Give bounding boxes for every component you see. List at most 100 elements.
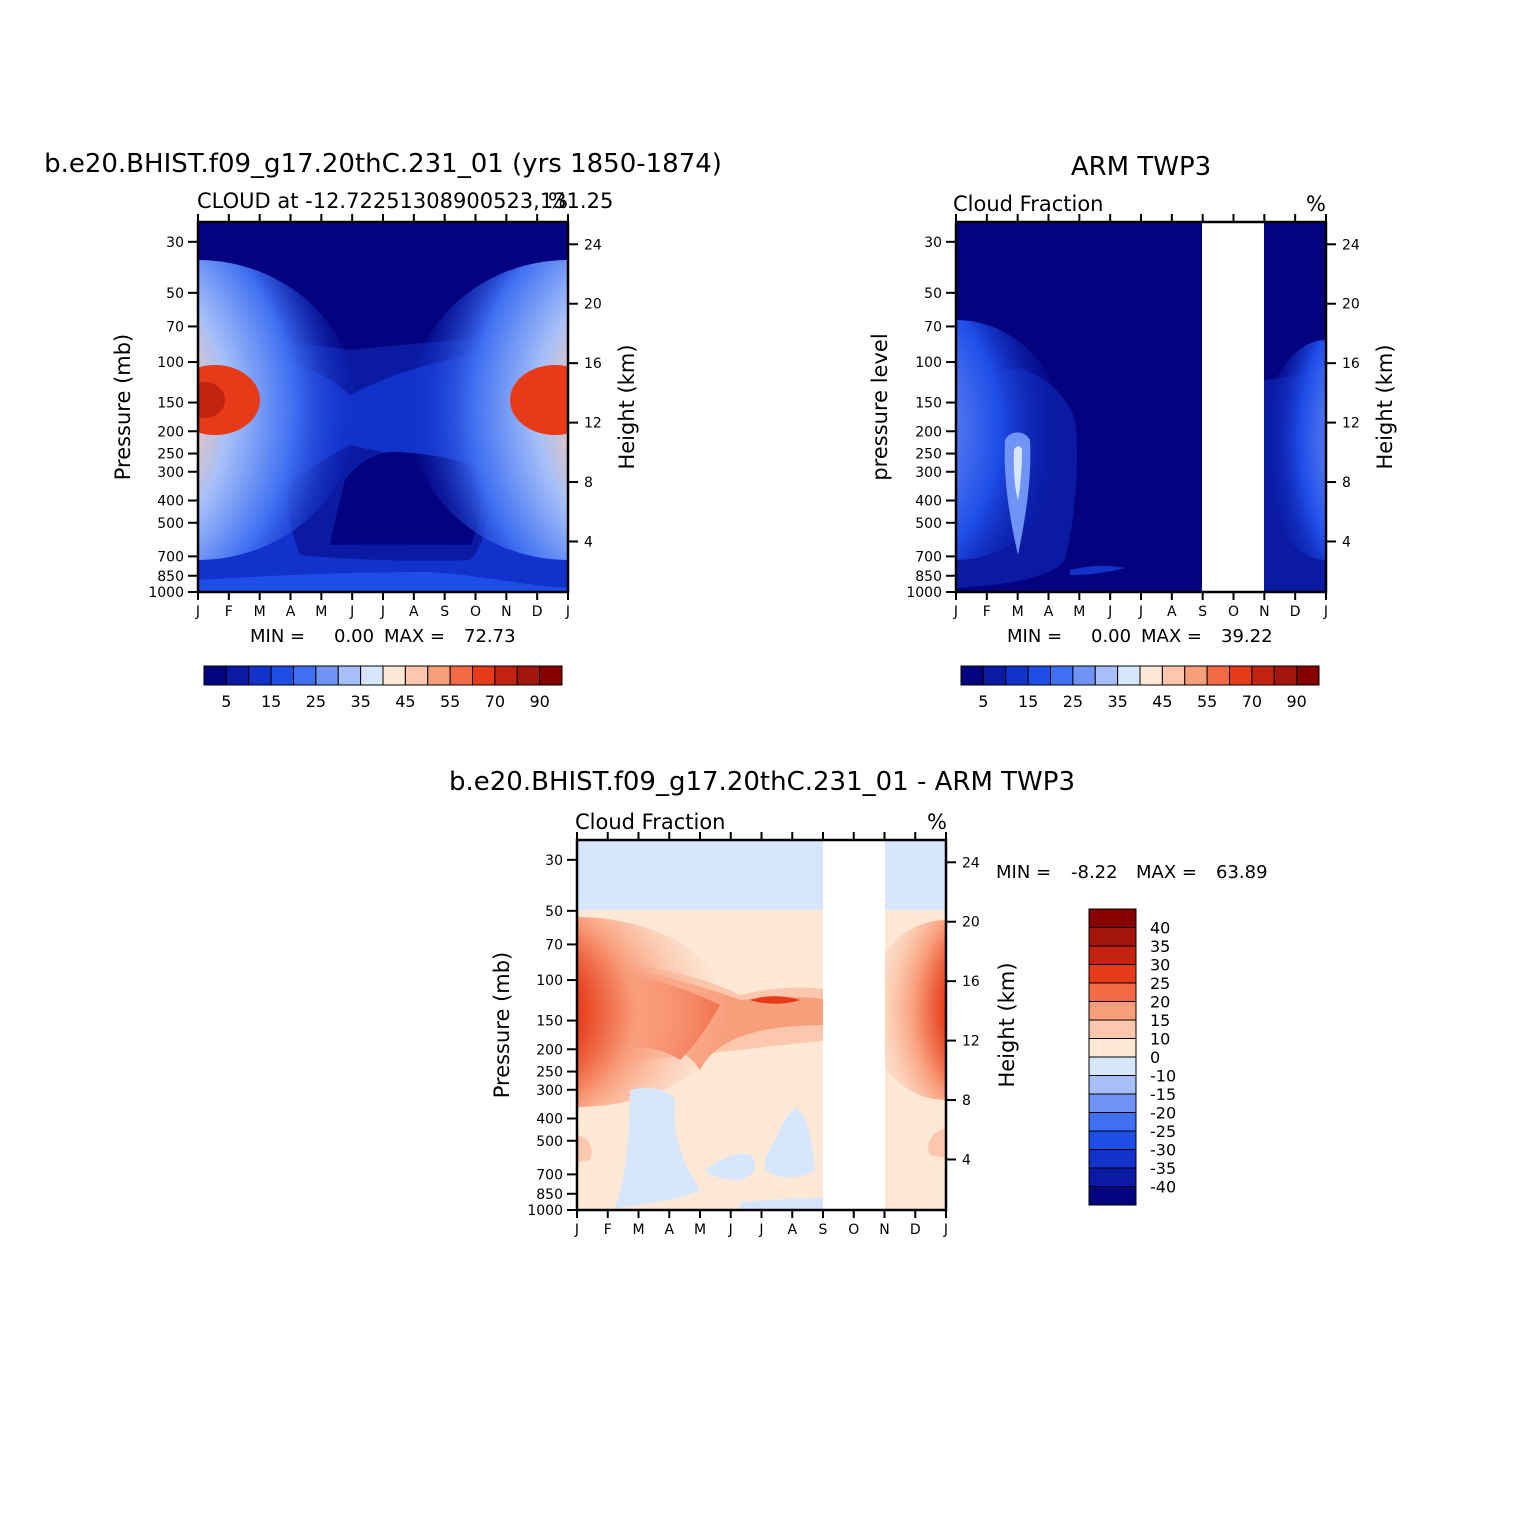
x-tick-label: O [1228, 604, 1239, 620]
colorbar-label: 45 [1152, 692, 1172, 711]
colorbar-label: -40 [1150, 1178, 1176, 1197]
colorbar-swatch [1088, 908, 1137, 928]
right-tick-label: 4 [584, 534, 593, 550]
y-tick-label: 30 [545, 853, 563, 869]
right-tick-label: 20 [584, 297, 602, 313]
panel3-mid-streak [750, 996, 800, 1004]
panel2-missing-data [1202, 222, 1264, 592]
colorbar-swatch [315, 665, 339, 686]
colorbar-swatch [404, 665, 429, 686]
x-tick-label: J [565, 604, 570, 620]
x-tick-label: S [440, 604, 449, 620]
panel1-title: b.e20.BHIST.f09_g17.20thC.231_01 (yrs 18… [44, 149, 722, 179]
panel-model: b.e20.BHIST.f09_g17.20thC.231_01 (yrs 18… [44, 149, 722, 711]
colorbar-label: 90 [529, 692, 549, 711]
colorbar-swatch [1229, 665, 1253, 686]
panel2-ylabel: pressure level [868, 333, 892, 480]
panel3-missing-data [823, 840, 885, 1210]
colorbar-swatch [270, 665, 294, 686]
y-tick-label: 300 [915, 465, 942, 481]
x-tick-label: F [604, 1222, 612, 1238]
y-tick-label: 250 [915, 447, 942, 463]
x-tick-label: O [848, 1222, 859, 1238]
x-tick-label: A [1167, 604, 1177, 620]
x-tick-label: J [380, 604, 385, 620]
panel3-right-edge [928, 1128, 946, 1158]
y-tick-label: 70 [924, 319, 942, 335]
y-tick-label: 400 [157, 493, 184, 509]
panel2-low-streak [1070, 565, 1125, 575]
panel1-subtitle: CLOUD at -12.72251308900523,131.25 [197, 189, 613, 213]
panel2-field [956, 222, 1326, 592]
colorbar-swatch [427, 665, 451, 686]
y-tick-label: 400 [536, 1111, 563, 1127]
colorbar-swatch [1088, 1167, 1137, 1187]
colorbar-label: 15 [1150, 1011, 1170, 1030]
colorbar-label: -30 [1150, 1141, 1176, 1160]
colorbar-swatch [337, 665, 362, 686]
right-tick-label: 8 [962, 1093, 971, 1109]
colorbar-swatch [1296, 665, 1320, 686]
y-tick-label: 1000 [527, 1203, 563, 1219]
panel2-min-value: 0.00 [1091, 626, 1131, 647]
colorbar-label: 45 [395, 692, 415, 711]
y-tick-label: 300 [157, 465, 184, 481]
right-tick-label: 16 [962, 974, 980, 990]
right-tick-label: 16 [1342, 356, 1360, 372]
y-tick-label: 70 [166, 319, 184, 335]
colorbar-swatch [1251, 665, 1275, 686]
x-tick-label: J [574, 1222, 579, 1238]
colorbar-label: 25 [306, 692, 326, 711]
colorbar-swatch [1088, 1130, 1137, 1150]
y-tick-label: 30 [924, 235, 942, 251]
colorbar-label: 35 [350, 692, 370, 711]
x-tick-label: J [195, 604, 200, 620]
x-tick-label: J [349, 604, 354, 620]
colorbar-label: -35 [1150, 1159, 1176, 1178]
colorbar-swatch [539, 665, 563, 686]
colorbar-label: 55 [1197, 692, 1217, 711]
panel1-left-peak [198, 382, 225, 418]
colorbar-label: 70 [485, 692, 505, 711]
y-tick-label: 700 [536, 1167, 563, 1183]
x-tick-label: N [879, 1222, 889, 1238]
y-tick-label: 50 [924, 286, 942, 302]
x-tick-label: S [1198, 604, 1207, 620]
y-tick-label: 150 [157, 396, 184, 412]
colorbar-label: 90 [1286, 692, 1306, 711]
right-tick-label: 4 [1342, 534, 1351, 550]
panel3-neg-patch-b [705, 1153, 756, 1180]
right-tick-label: 12 [1342, 416, 1360, 432]
colorbar-swatch [449, 665, 473, 686]
colorbar-swatch [1088, 1001, 1137, 1021]
y-tick-label: 1000 [148, 585, 184, 601]
panel3-max-value: 63.89 [1216, 862, 1268, 883]
panel3-neg-patch-d [740, 1198, 823, 1210]
right-tick-label: 24 [1342, 237, 1360, 253]
colorbar-swatch [472, 665, 496, 686]
y-tick-label: 70 [545, 937, 563, 953]
colorbar-label: 15 [1018, 692, 1038, 711]
x-tick-label: J [758, 1222, 763, 1238]
panel1-right-core [510, 365, 568, 435]
colorbar-label: 10 [1150, 1030, 1170, 1049]
y-tick-label: 200 [536, 1042, 563, 1058]
y-tick-label: 700 [915, 549, 942, 565]
right-tick-label: 20 [1342, 297, 1360, 313]
colorbar-swatch [1072, 665, 1096, 686]
panel2-max-label: MAX = [1141, 626, 1202, 647]
panel1-left-core [198, 365, 260, 435]
x-tick-label: M [1073, 604, 1085, 620]
colorbar-swatch [1088, 1075, 1137, 1095]
colorbar-label: 0 [1150, 1048, 1160, 1067]
panel1-ylabel-right: Height (km) [615, 344, 639, 469]
y-tick-label: 700 [157, 549, 184, 565]
colorbar-label: 70 [1242, 692, 1262, 711]
colorbar-swatch [1184, 665, 1208, 686]
y-tick-label: 100 [536, 973, 563, 989]
x-tick-label: J [728, 1222, 733, 1238]
y-tick-label: 150 [915, 396, 942, 412]
